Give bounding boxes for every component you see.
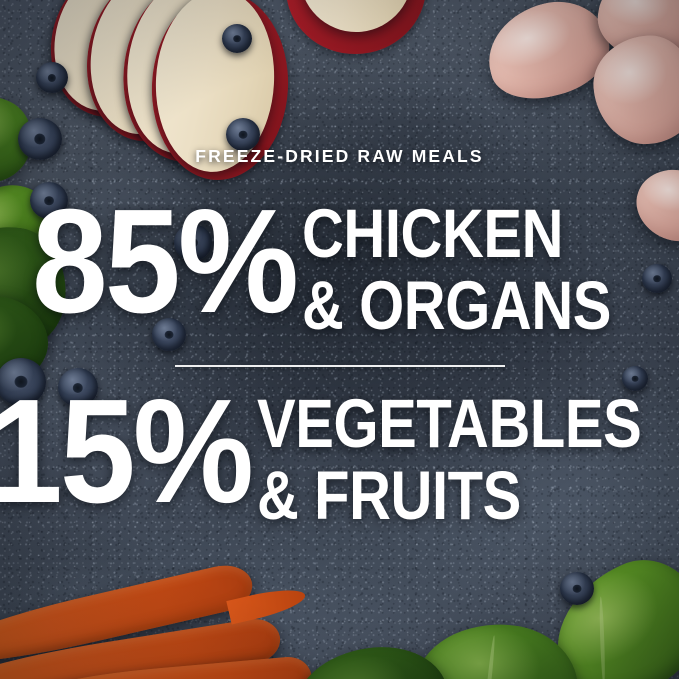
claim-chicken-words: CHICKEN & ORGANS	[302, 195, 670, 344]
blueberry-11	[642, 264, 672, 293]
claim-produce: 15% VEGETABLES & FRUITS	[0, 369, 679, 534]
blueberry-7	[226, 118, 260, 151]
blueberry-10	[560, 572, 594, 605]
blueberry-2	[30, 182, 68, 219]
eyebrow-headline: FREEZE-DRIED RAW MEALS	[195, 146, 484, 166]
blueberry-3	[0, 358, 46, 406]
blueberry-4	[58, 368, 98, 407]
blueberry-8	[174, 224, 212, 261]
claim-chicken: 85% CHICKEN & ORGANS	[0, 179, 679, 344]
blueberry-9	[152, 318, 186, 351]
claim-produce-line-2: & FRUITS	[257, 456, 522, 534]
claim-produce-words: VEGETABLES & FRUITS	[257, 385, 679, 534]
blueberry-12	[622, 366, 648, 391]
claim-produce-line-1: VEGETABLES	[257, 385, 642, 462]
blueberry-5	[36, 62, 68, 93]
blueberry-1	[18, 118, 62, 160]
blueberry-6	[222, 24, 252, 53]
claim-chicken-line-1: CHICKEN	[302, 195, 564, 272]
divider-rule	[175, 365, 505, 367]
claim-chicken-percent: 85%	[31, 179, 299, 344]
claim-chicken-line-2: & ORGANS	[302, 266, 612, 344]
claim-produce-percent: 15%	[0, 369, 254, 534]
